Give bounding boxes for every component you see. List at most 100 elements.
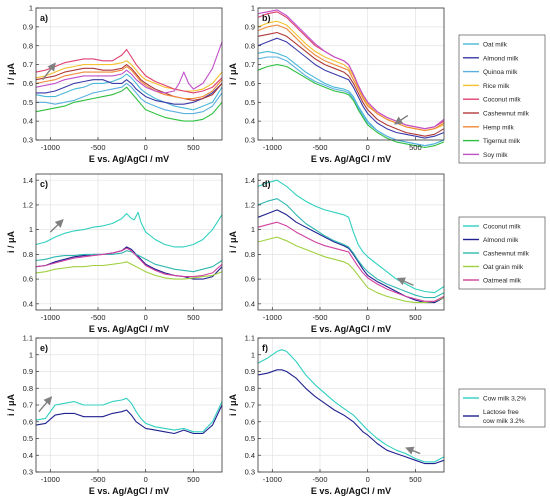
legend-entry: Oatmeal milk: [483, 278, 522, 285]
series-line: [257, 31, 445, 137]
series-line: [35, 73, 223, 111]
series-line: [35, 247, 223, 278]
x-tick-label: 0: [144, 143, 148, 152]
y-tick-label: 0.4: [23, 299, 33, 308]
legend-box: [458, 216, 546, 290]
y-tick-label: 0.7: [245, 401, 255, 410]
x-tick-label: 500: [409, 143, 422, 152]
panel-label: b): [262, 13, 271, 23]
series-line: [35, 60, 223, 92]
y-tick-label: 1.1: [245, 334, 255, 343]
axes-frame: [257, 173, 445, 311]
series-line: [257, 179, 445, 294]
legend-entry: Lactose free cow milk 3.2%: [483, 409, 525, 425]
y-tick-label: 1: [251, 4, 255, 13]
y-tick-label: 0.3: [23, 136, 33, 145]
y-tick-label: 1: [29, 350, 33, 359]
y-tick-label: 0.3: [23, 468, 33, 477]
legend-entry: Cashewnut milk: [483, 251, 530, 258]
series-line: [36, 79, 223, 105]
y-tick-label: 0.8: [23, 384, 33, 393]
y-tick-label: 1.4: [245, 176, 255, 185]
legend-2: Coconut milk Almond milk Cashewnut milk Oat…: [458, 216, 546, 290]
chart-panel-6: -1000 -500 0 500 0.3 0.4 0.5 0.6 0.7 0.8 0.9 1 1.1 E …: [228, 334, 445, 496]
y-tick-label: 0.4: [245, 299, 255, 308]
y-tick-label: 0.5: [23, 434, 33, 443]
series-line: [35, 261, 223, 280]
x-tick-label: -1000: [263, 143, 282, 152]
direction-arrow: [38, 396, 53, 413]
x-axis-label: E vs. Ag/AgCl / mV: [89, 486, 169, 496]
series-line: [257, 37, 445, 139]
x-tick-label: -1000: [41, 143, 60, 152]
x-axis-label: E vs. Ag/AgCl / mV: [311, 486, 391, 496]
y-tick-label: 0.6: [23, 417, 33, 426]
x-axis-label: E vs. Ag/AgCl / mV: [89, 324, 169, 334]
x-tick-label: 500: [409, 475, 422, 484]
x-tick-label: -1000: [41, 313, 60, 322]
panel-label: e): [40, 343, 48, 353]
y-tick-label: 0.6: [245, 417, 255, 426]
y-tick-label: 1.2: [245, 201, 255, 210]
x-tick-label: -1000: [263, 475, 282, 484]
series-line: [35, 48, 223, 94]
y-tick-label: 0.3: [245, 136, 255, 145]
series-line: [35, 397, 223, 433]
x-tick-label: -500: [312, 313, 327, 322]
y-tick-label: 1.2: [23, 201, 33, 210]
y-tick-label: 1.4: [23, 176, 33, 185]
legend-entry: Quinoa milk: [483, 69, 518, 76]
y-tick-label: 1: [251, 225, 255, 234]
y-tick-label: 0.4: [245, 451, 255, 460]
y-axis-label: i / μA: [228, 230, 238, 253]
legend-entry: Coconut milk: [483, 97, 521, 104]
y-tick-label: 1: [29, 4, 33, 13]
x-tick-label: -500: [312, 143, 327, 152]
legend-entry: Hemp milk: [483, 124, 514, 131]
y-tick-label: 0.8: [23, 250, 33, 259]
series-line: [257, 24, 445, 132]
axes-frame: [35, 173, 223, 311]
axes-frame: [35, 7, 223, 141]
panel-label: f): [262, 343, 268, 353]
series-line: [257, 198, 445, 299]
x-tick-label: 0: [366, 475, 370, 484]
series-line: [35, 64, 223, 101]
y-tick-label: 0.7: [245, 60, 255, 69]
series-line: [257, 349, 445, 463]
y-tick-label: 0.6: [23, 79, 33, 88]
y-tick-label: 0.4: [245, 117, 255, 126]
y-axis-label: i / μA: [228, 393, 238, 416]
y-tick-label: 0.6: [245, 79, 255, 88]
legend-entry: Cow milk 3,2%: [483, 396, 526, 403]
plot-area: [36, 174, 222, 310]
legend-entry: Rice milk: [483, 83, 510, 90]
series-line: [257, 64, 445, 149]
direction-arrow: [42, 62, 56, 81]
y-tick-label: 0.8: [245, 250, 255, 259]
series-line: [35, 65, 223, 100]
y-tick-label: 0.9: [23, 367, 33, 376]
y-tick-label: 0.4: [23, 117, 33, 126]
panel-label: c): [40, 179, 48, 189]
x-tick-label: 0: [366, 313, 370, 322]
series-line: [257, 369, 445, 465]
y-tick-label: 0.9: [245, 367, 255, 376]
y-tick-label: 1.1: [23, 334, 33, 343]
y-tick-label: 0.9: [23, 22, 33, 31]
y-tick-label: 1: [251, 350, 255, 359]
legend-entry: Almond milk: [483, 55, 519, 62]
y-tick-label: 0.6: [23, 275, 33, 284]
series-line: [35, 250, 223, 273]
legend-box: [458, 388, 546, 428]
chart-panel-4: -1000 -500 0 500 0.4 0.6 0.8 1 1.2 1.4 E vs. Ag/Ag…: [228, 173, 445, 334]
x-tick-label: 0: [144, 313, 148, 322]
legend-entry: Coconut milk: [483, 224, 521, 231]
y-axis-label: i / μA: [6, 62, 16, 85]
legend-entry: Oat grain milk: [483, 264, 524, 271]
y-tick-label: 0.8: [245, 41, 255, 50]
y-axis-label: i / μA: [6, 393, 16, 416]
y-axis-label: i / μA: [6, 230, 16, 253]
legend-entry: Tigernut milk: [483, 138, 521, 145]
legend-3: Cow milk 3,2% Lactose free cow milk 3.2%: [458, 388, 546, 428]
